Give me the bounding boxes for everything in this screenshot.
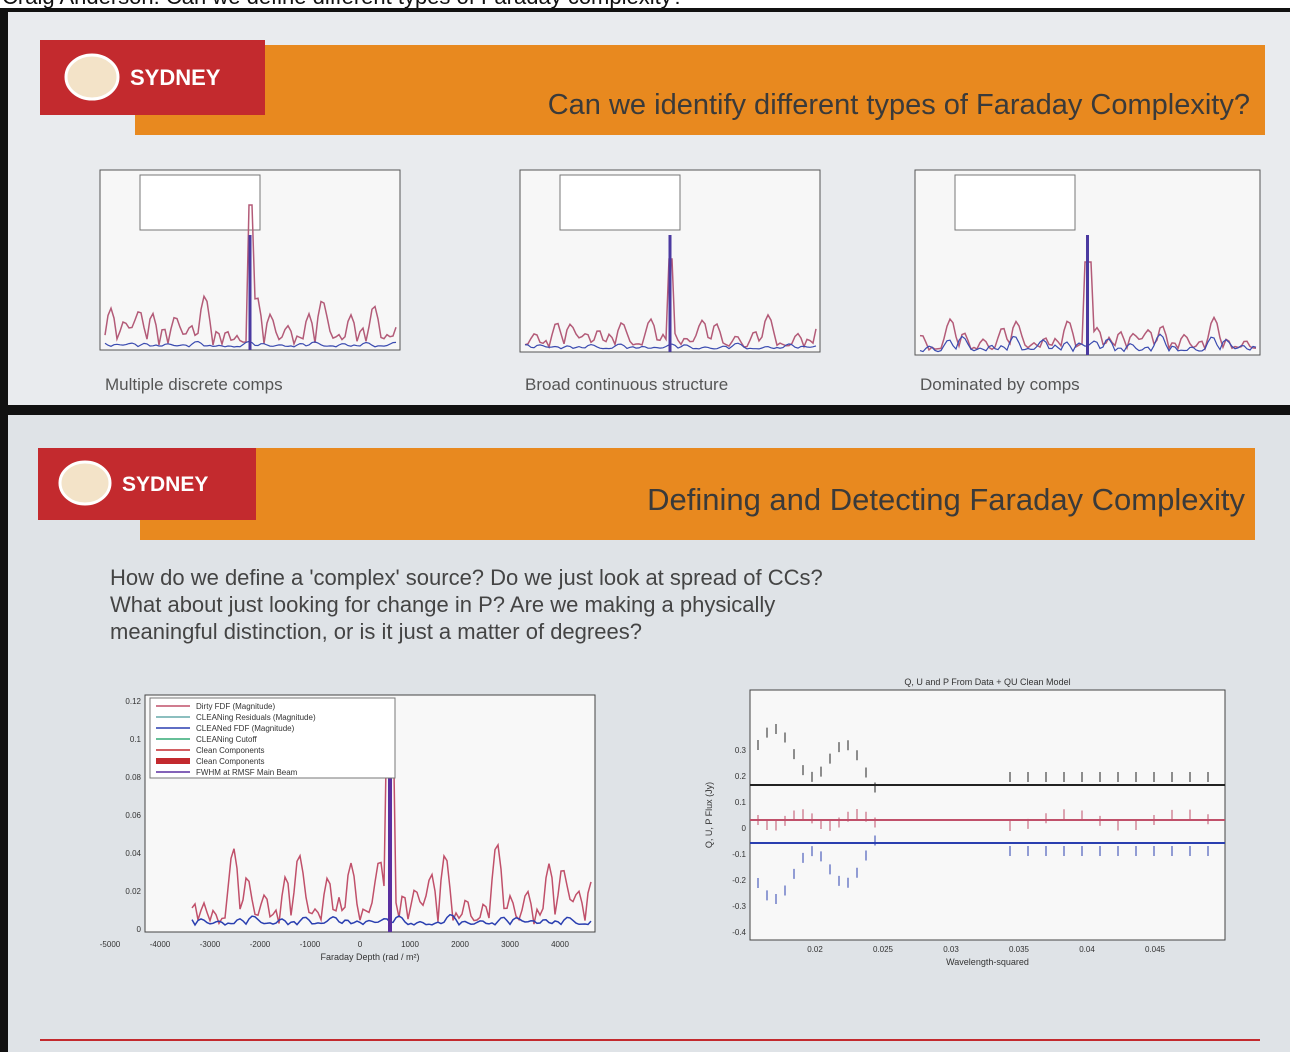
legend-label: Clean Components: [196, 757, 264, 766]
logo-crest: [60, 462, 110, 504]
x-tick-label: -1000: [300, 940, 321, 949]
y-tick-label: 0.04: [125, 849, 141, 858]
x-tick-label: -2000: [250, 940, 271, 949]
logo-text: SYDNEY: [122, 473, 208, 496]
x-tick-label: 0.04: [1079, 945, 1095, 954]
x-tick-label: 0.03: [943, 945, 959, 954]
y-tick-label: -0.1: [732, 850, 746, 859]
y-tick-label: 0.1: [735, 798, 747, 807]
legend-label: CLEANed FDF (Magnitude): [196, 724, 295, 733]
x-tick-label: 0.02: [807, 945, 823, 954]
panel-caption: Broad continuous structure: [525, 375, 728, 394]
logo-crest: [66, 55, 118, 99]
y-tick-label: 0.1: [130, 735, 142, 744]
panel-caption: Dominated by comps: [920, 375, 1080, 394]
y-tick-label: 0.02: [125, 887, 141, 896]
x-tick-label: 0: [358, 940, 363, 949]
slide-title: Defining and Detecting Faraday Complexit…: [647, 482, 1245, 517]
screenshot: Craig Anderson: Can we define different …: [0, 0, 1290, 1052]
x-tick-label: 3000: [501, 940, 519, 949]
legend-box: [560, 175, 680, 230]
x-tick-label: 4000: [551, 940, 569, 949]
x-tick-label: -3000: [200, 940, 221, 949]
x-tick-label: 1000: [401, 940, 419, 949]
legend-box: [140, 175, 260, 230]
panel-caption: Multiple discrete comps: [105, 375, 283, 394]
caption: Craig Anderson: Can we define different …: [2, 0, 684, 9]
question-line: meaningful distinction, or is it just a …: [110, 619, 642, 644]
x-tick-label: 0.025: [873, 945, 894, 954]
logo-text: SYDNEY: [130, 65, 221, 90]
x-tick-label: -4000: [150, 940, 171, 949]
legend-label: CLEANing Residuals (Magnitude): [196, 713, 316, 722]
question-line: What about just looking for change in P?…: [110, 592, 775, 617]
y-tick-label: 0.12: [125, 697, 141, 706]
y-tick-label: -0.3: [732, 902, 746, 911]
x-axis-label: Wavelength-squared: [946, 957, 1029, 967]
x-tick-label: -5000: [100, 940, 121, 949]
question-line: How do we define a 'complex' source? Do …: [110, 565, 823, 590]
y-tick-label: -0.4: [732, 928, 746, 937]
x-tick-label: 0.035: [1009, 945, 1030, 954]
y-tick-label: 0.3: [735, 746, 747, 755]
y-tick-label: 0: [137, 925, 142, 934]
y-tick-label: -0.2: [732, 876, 746, 885]
x-tick-label: 2000: [451, 940, 469, 949]
y-tick-label: 0.08: [125, 773, 141, 782]
legend-label: CLEANing Cutoff: [196, 735, 258, 744]
plot-title: Q, U and P From Data + QU Clean Model: [904, 677, 1070, 687]
y-axis-label: Q, U, P Flux (Jy): [704, 782, 714, 848]
legend-label: Clean Components: [196, 746, 264, 755]
y-tick-label: 0.2: [735, 772, 747, 781]
page: Craig Anderson: Can we define different …: [0, 0, 1290, 1052]
slide-title: Can we identify different types of Farad…: [548, 89, 1250, 121]
x-axis-label: Faraday Depth (rad / m²): [320, 952, 419, 962]
legend-label: Dirty FDF (Magnitude): [196, 702, 275, 711]
y-tick-label: 0: [742, 824, 747, 833]
legend-box: [955, 175, 1075, 230]
legend-label: FWHM at RMSF Main Beam: [196, 768, 298, 777]
y-tick-label: 0.06: [125, 811, 141, 820]
x-tick-label: 0.045: [1145, 945, 1166, 954]
